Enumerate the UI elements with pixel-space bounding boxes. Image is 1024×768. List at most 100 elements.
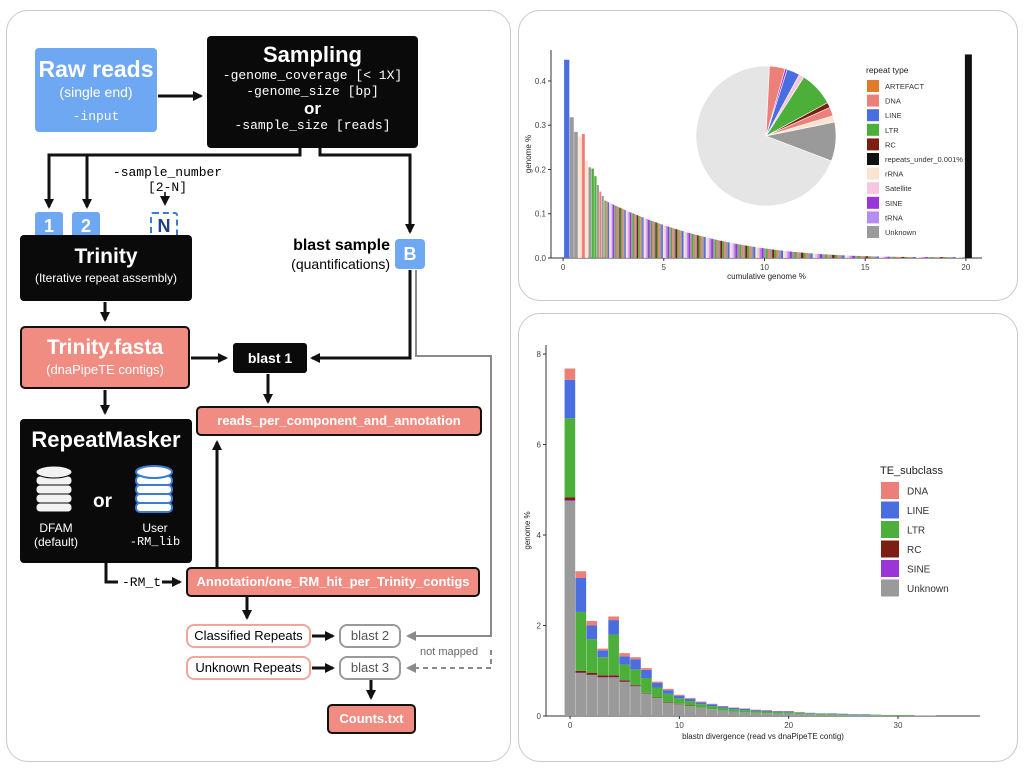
bar-unknown: [569, 117, 574, 258]
tail-bar-line: [642, 217, 644, 258]
raw-reads-param: -input: [72, 109, 120, 124]
legend-label: SINE: [907, 565, 931, 576]
bar-rrna: [585, 160, 589, 258]
tail-bar-rc: [865, 256, 869, 258]
y-tick-label: 4: [537, 531, 542, 540]
user-database-icon: [135, 465, 173, 513]
stack-segment-unknown: [794, 714, 805, 716]
tail-bar-line: [810, 253, 813, 258]
tail-bar-dna: [749, 246, 752, 258]
stack-segment-dna: [695, 701, 707, 703]
x-tick-label: 20: [961, 263, 970, 272]
stack-segment-dna: [684, 697, 696, 699]
sampling-box: Sampling -genome_coverage [< 1X] -genome…: [207, 36, 418, 148]
tail-bar-unknown: [631, 212, 633, 258]
tail-bar-trna: [962, 257, 966, 258]
y-tick-label: 0: [537, 712, 542, 721]
tail-bar-line: [842, 255, 845, 258]
tail-bar-ltr: [892, 256, 896, 258]
tail-bar-unknown: [680, 230, 682, 258]
tail-bar-line: [876, 256, 880, 258]
sampling-param-coverage: -genome_coverage [< 1X]: [222, 68, 403, 83]
tail-bar-dna: [693, 234, 696, 258]
stack-segment-ltr: [717, 707, 729, 711]
legend-swatch-line: [867, 109, 879, 122]
stack-segment-dna: [662, 688, 674, 691]
tail-bar-ltr: [670, 227, 673, 258]
tail-bar-unknown: [653, 221, 656, 258]
sampling-title: Sampling: [262, 42, 362, 67]
stack-segment-line: [783, 711, 794, 713]
counts-box: Counts.txt: [327, 704, 416, 734]
stack-segment-unknown: [630, 686, 641, 716]
stack-segment-line: [684, 698, 696, 702]
trinity-title: Trinity: [74, 245, 138, 268]
tail-bar-rc: [619, 207, 621, 258]
legend-label: LTR: [885, 126, 899, 135]
blast-sample-subtitle: (quantifications): [291, 256, 390, 272]
tail-bar-unknown: [778, 250, 781, 258]
tail-bar-sine: [648, 219, 650, 258]
trinity-fasta-subtitle: (dnaPipeTE contigs): [46, 362, 164, 377]
tail-bar-unknown: [829, 254, 833, 258]
tail-bar-satellite: [918, 257, 922, 258]
sample-number-range: [2-N]: [147, 180, 187, 195]
stack-segment-ltr: [750, 711, 762, 713]
tail-bar-ltr: [722, 241, 725, 258]
tail-bar-rc: [901, 256, 905, 258]
tail-bar-unknown: [898, 256, 902, 258]
tail-bar-dna: [724, 241, 726, 258]
tail-bar-rrna: [812, 253, 816, 258]
stack-segment-unknown: [564, 501, 576, 716]
stack-segment-ltr: [673, 698, 685, 704]
repeatmasker-title: RepeatMasker: [31, 427, 181, 452]
unknown-repeats-box: Unknown Repeats: [186, 656, 311, 680]
stack-segment-dna: [564, 368, 576, 380]
tail-bar-line: [624, 210, 626, 258]
x-axis-label: cumulative genome %: [727, 272, 806, 281]
tail-bar-unknown: [669, 227, 671, 258]
stack-segment-line: [619, 656, 630, 665]
tail-bar-dna: [827, 254, 830, 258]
tail-bar-unknown: [673, 228, 676, 258]
tail-bar-rrna: [915, 257, 919, 258]
legend-label: rRNA: [885, 170, 903, 179]
tail-bar-line: [952, 257, 956, 258]
tail-bar-unknown: [606, 201, 609, 258]
stack-segment-rc: [619, 680, 630, 682]
stack-segment-line: [630, 659, 641, 670]
tail-bar-trna: [884, 256, 888, 258]
stack-segment-unknown: [717, 710, 729, 716]
tail-bar-trna: [921, 257, 925, 258]
tail-bar-unknown: [854, 255, 858, 258]
blast-1-box: blast 1: [233, 343, 307, 373]
tail-bar-ltr: [698, 235, 701, 258]
legend-label: LINE: [907, 506, 930, 517]
stack-segment-unknown: [597, 677, 609, 716]
tail-bar-line: [704, 237, 706, 258]
tail-bar-line: [753, 246, 756, 258]
tail-bar-ltr: [747, 245, 750, 258]
x-tick-label: 10: [675, 721, 684, 730]
blast-sample-badge: B: [395, 239, 425, 269]
tail-bar-line: [661, 224, 663, 258]
stack-segment-unknown: [673, 704, 685, 716]
tail-bar-dna: [796, 252, 799, 258]
stack-segment-ltr: [837, 714, 849, 716]
bar-rrna: [578, 136, 582, 258]
tail-bar-satellite: [958, 257, 963, 258]
pie-slice-unknown: [695, 65, 832, 207]
legend-swatch-unknown: [881, 579, 899, 597]
tail-bar-sine: [711, 238, 713, 258]
legend-label: Unknown: [907, 584, 949, 595]
tail-bar-sine: [735, 243, 738, 258]
legend-swatch-trna: [867, 211, 879, 224]
stack-segment-ltr: [761, 711, 772, 714]
blast-sample-label: blast sample (quantifications): [270, 237, 390, 272]
legend-label: SINE: [885, 199, 903, 208]
stack-segment-ltr: [586, 639, 598, 674]
sample-number-label: -sample_number [2-N]: [105, 165, 230, 195]
tail-bar-ltr: [632, 213, 634, 258]
